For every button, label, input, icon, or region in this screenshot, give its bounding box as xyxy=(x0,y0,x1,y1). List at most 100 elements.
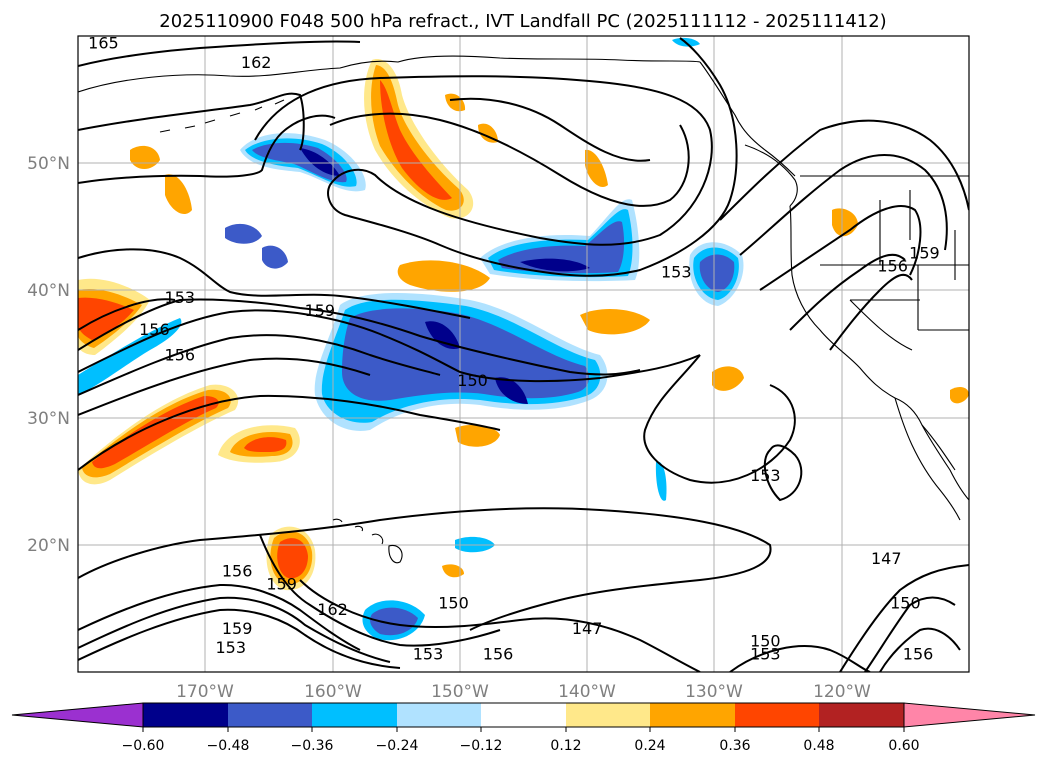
colorbar-tick-label: −0.36 xyxy=(291,738,334,754)
coastline-hawaii xyxy=(332,518,403,564)
contour-162-north xyxy=(78,92,305,151)
colorbar-tick-label: 0.48 xyxy=(803,738,834,754)
contour-coast-5 xyxy=(829,273,913,351)
colorbar-bin xyxy=(228,703,312,727)
contour-label: 159 xyxy=(266,574,297,593)
contour-label: 159 xyxy=(222,619,253,638)
contour-sw-4 xyxy=(259,534,501,647)
coastline-westcoast xyxy=(789,205,969,501)
contour-label: 153 xyxy=(413,644,444,663)
contour-153-loop xyxy=(763,444,803,502)
colorbar-frame xyxy=(142,702,905,728)
lon-axis: 170°W 160°W 150°W 140°W 130°W 120°W xyxy=(176,682,871,702)
shade-positive-small-3 xyxy=(585,149,608,188)
contour-coast-2 xyxy=(739,154,948,256)
coastlines xyxy=(78,55,969,564)
shade-negative-central-dark1 xyxy=(425,321,460,349)
contour-label: 150 xyxy=(438,593,469,612)
shade-negative-central-dark2 xyxy=(495,377,528,404)
colorbar-tick-label: 0.12 xyxy=(550,738,581,754)
contour-150 xyxy=(78,334,441,396)
contour-label: 159 xyxy=(909,244,940,263)
contour-coast-1 xyxy=(719,119,969,221)
contour-label: 153 xyxy=(750,644,781,663)
contour-label: 162 xyxy=(241,53,272,72)
coastline-mexico-gulf xyxy=(921,424,956,471)
colorbar-extend-high xyxy=(903,702,1036,728)
border-states-2 xyxy=(849,299,913,351)
coastline-vancouver xyxy=(744,144,798,207)
coastline-aleutians xyxy=(159,99,285,133)
contour-se-2 xyxy=(839,564,969,672)
contour-sw-1 xyxy=(78,583,361,651)
lat-axis: 50°N 40°N 30°N 20°N xyxy=(27,154,70,556)
shade-negative-central-north-dark xyxy=(520,258,590,272)
contour-label: 153 xyxy=(215,638,246,657)
colorbar-tick-label: −0.12 xyxy=(460,738,503,754)
colorbar-bin xyxy=(819,703,904,727)
height-contours xyxy=(78,37,969,672)
shade-positive-small-8 xyxy=(712,366,744,391)
contour-165 xyxy=(78,40,361,67)
lon-tick-label: 150°W xyxy=(431,682,489,702)
border-states-1 xyxy=(820,200,969,331)
lon-tick-label: 130°W xyxy=(685,682,743,702)
shade-positive-middle xyxy=(580,308,650,335)
shade-positive-small-7 xyxy=(950,387,969,404)
shade-positive-ne xyxy=(397,260,490,292)
contour-label: 153 xyxy=(165,288,196,307)
colorbar-tick-label: −0.60 xyxy=(122,738,165,754)
shade-negative-small-2-mid xyxy=(370,607,418,636)
map-frame xyxy=(77,35,970,673)
shade-positive-sub xyxy=(455,424,500,447)
shade-positive-small-5 xyxy=(165,174,192,215)
colorbar-tick-label: −0.48 xyxy=(207,738,250,754)
contour-label: 156 xyxy=(903,644,934,663)
border-canada-prov xyxy=(909,190,956,280)
lon-tick-label: 140°W xyxy=(558,682,616,702)
contour-153-south xyxy=(643,354,796,484)
contour-label: 156 xyxy=(139,320,170,339)
shade-negative-coast-mid xyxy=(699,254,735,292)
contour-156 xyxy=(78,298,641,376)
contour-153-gulf xyxy=(329,112,690,207)
colorbar-bin xyxy=(143,703,228,727)
contour-label: 150 xyxy=(750,632,781,651)
contour-subtrop xyxy=(78,394,501,471)
shade-negative-north-dark xyxy=(300,148,340,176)
colorbar-tick-label: 0.24 xyxy=(634,738,665,754)
colorbar-tick-label: −0.24 xyxy=(376,738,419,754)
colorbar-tick-label: 0.60 xyxy=(888,738,919,754)
contour-label: 156 xyxy=(483,644,514,663)
contour-se-1 xyxy=(729,645,871,672)
contour-sw-3 xyxy=(78,608,401,669)
shade-positive-gulf-mid xyxy=(371,65,464,211)
contour-159-gulf xyxy=(254,37,738,277)
lat-tick-label: 50°N xyxy=(27,154,70,174)
contour-large-south xyxy=(78,507,772,631)
lon-tick-label: 170°W xyxy=(176,682,234,702)
shade-positive-sw-strong xyxy=(92,396,219,469)
shade-negative-west xyxy=(78,318,182,395)
contour-label: 147 xyxy=(871,549,902,568)
gridlines xyxy=(78,36,969,672)
coastline-baja xyxy=(894,397,961,521)
lon-tick-label: 120°W xyxy=(813,682,871,702)
contour-label: 156 xyxy=(222,562,253,581)
colorbar-ticks xyxy=(142,727,905,732)
plot-title: 2025110900 F048 500 hPa refract., IVT La… xyxy=(159,11,886,32)
contour-147-west xyxy=(78,357,371,416)
contour-label: 159 xyxy=(305,301,336,320)
colorbar-bin xyxy=(650,703,735,727)
shade-negative-small-10 xyxy=(262,245,288,269)
shade-positive-hawaii-strong xyxy=(277,538,308,579)
colorbar-bin xyxy=(481,703,566,727)
lat-tick-label: 30°N xyxy=(27,409,70,429)
colorbar-bin xyxy=(735,703,819,727)
coastline-alaska xyxy=(78,55,701,93)
contour-150-gulf xyxy=(449,97,651,162)
colorbar-bin xyxy=(312,703,397,727)
